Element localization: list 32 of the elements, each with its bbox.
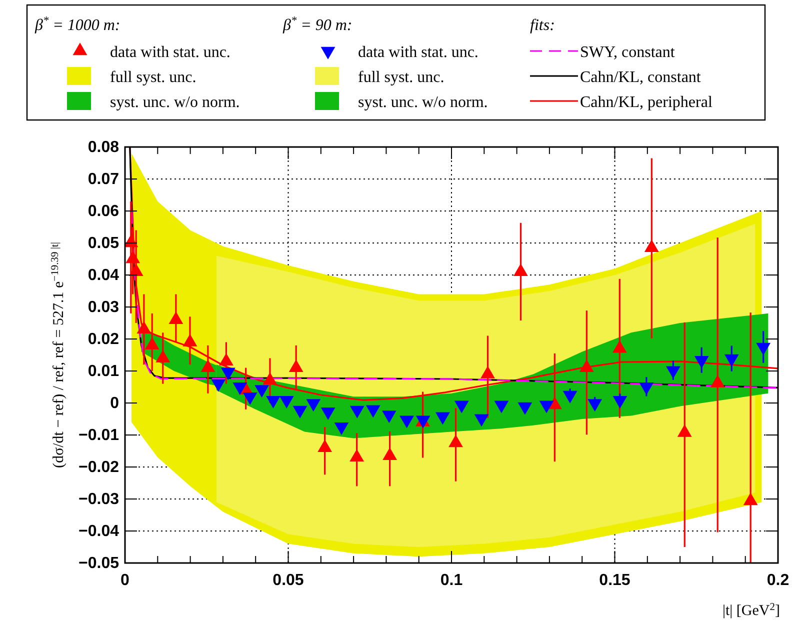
text: β$^{*}$ = 90 m: [282, 15, 352, 34]
legend-label: data with stat. unc. [110, 44, 230, 61]
x-axis-title: |t| [GeV$^{2}$] [722, 602, 780, 619]
y-tick-label: −0.01 [78, 427, 120, 444]
y-tick-label: 0.04 [88, 267, 120, 284]
y-tick-label: 0.07 [88, 171, 120, 188]
legend-label: full syst. unc. [358, 69, 444, 86]
legend-label: full syst. unc. [110, 69, 196, 86]
y-tick-label: 0.01 [88, 363, 120, 380]
y-tick-label: −0.02 [78, 459, 120, 476]
x-tick-label: 0 [120, 572, 130, 589]
text: fits: [530, 17, 555, 34]
legend-label: Cahn/KL, peripheral [580, 94, 713, 111]
y-tick-label: 0.08 [88, 139, 120, 156]
y-tick-label: 0 [110, 395, 120, 412]
text: β$^{*}$ = 1000 m: [34, 15, 120, 34]
y-tick-label: −0.03 [78, 491, 120, 508]
y-tick-label: 0.02 [88, 331, 120, 348]
y-tick-label: 0.05 [88, 235, 120, 252]
legend-label: SWY, constant [580, 44, 676, 61]
x-tick-label: 0.05 [272, 572, 304, 589]
y-tick-label: 0.06 [88, 203, 120, 220]
legend-label: Cahn/KL, constant [580, 69, 702, 86]
y-tick-label: −0.04 [78, 523, 120, 540]
legend-label: syst. unc. w/o norm. [358, 94, 488, 111]
y-tick-label: 0.03 [88, 299, 120, 316]
x-tick-label: 0.2 [766, 572, 790, 589]
legend-label: syst. unc. w/o norm. [110, 94, 240, 111]
x-tick-label: 0.1 [440, 572, 463, 589]
x-tick-label: 0.15 [599, 572, 630, 589]
y-tick-label: −0.05 [78, 555, 120, 572]
legend-label: data with stat. unc. [358, 44, 478, 61]
